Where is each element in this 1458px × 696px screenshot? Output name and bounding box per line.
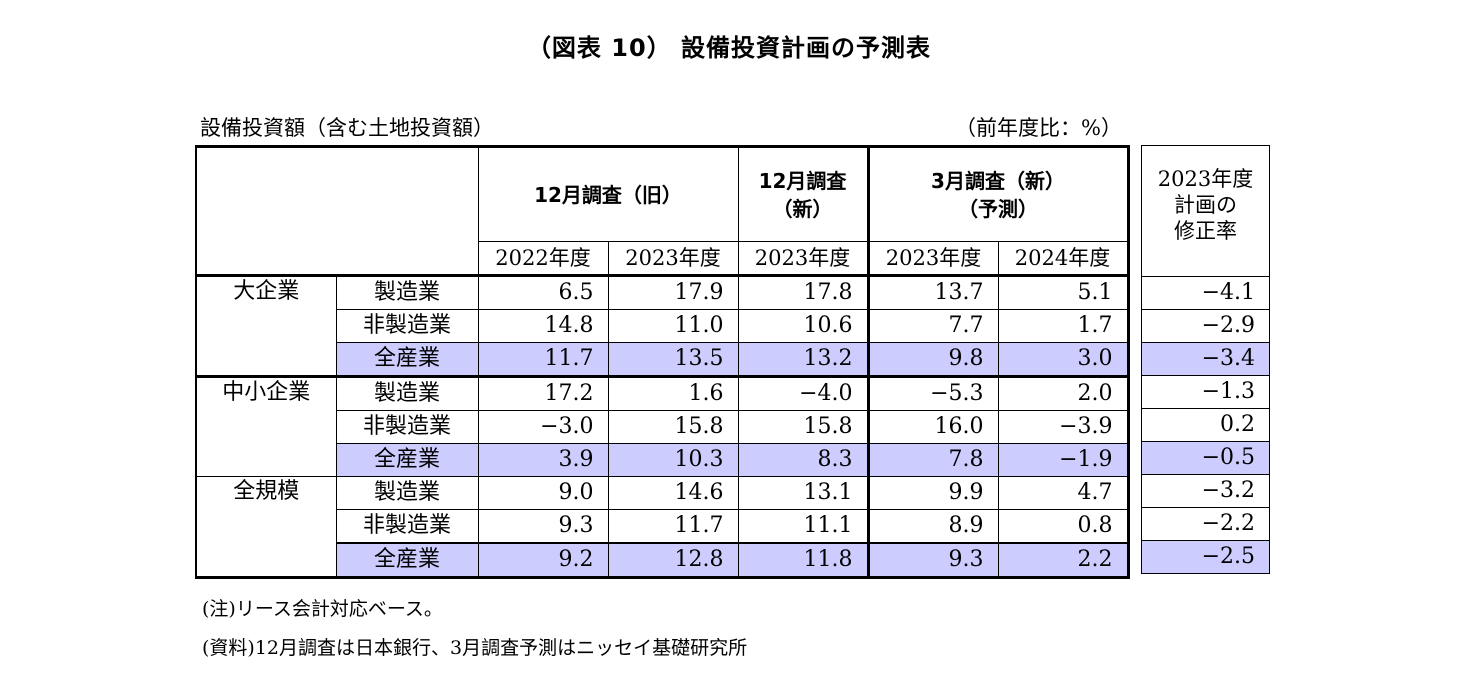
- value-cell: 9.3: [477, 509, 609, 544]
- value-cell: −1.9: [997, 443, 1130, 477]
- value-cell: 6.5: [477, 275, 609, 310]
- year-header: 2022年度: [477, 241, 609, 277]
- sector-label: 非製造業: [335, 509, 479, 544]
- value-cell: 8.3: [737, 443, 869, 477]
- value-cell: −4.0: [737, 376, 869, 411]
- year-header: 2023年度: [737, 241, 869, 277]
- revision-cell: −0.5: [1141, 441, 1270, 475]
- value-cell: 9.8: [866, 342, 999, 378]
- revision-cell: −4.1: [1141, 276, 1270, 310]
- sector-label: 非製造業: [335, 410, 479, 444]
- value-cell: 13.7: [866, 275, 999, 310]
- footnote-source: (資料)12月調査は日本銀行、3月調査予測はニッセイ基礎研究所: [202, 637, 748, 659]
- sector-label: 製造業: [335, 275, 479, 310]
- sector-label: 非製造業: [335, 309, 479, 343]
- category-label: 大企業: [195, 275, 337, 378]
- table-row: 中小企業 製造業 17.2 1.6 −4.0 −5.3 2.0: [195, 376, 1130, 477]
- chart-title: （図表 10） 設備投資計画の予測表: [526, 34, 932, 62]
- value-cell: 5.1: [997, 275, 1130, 310]
- value-cell: −5.3: [866, 376, 999, 411]
- value-cell: 3.9: [477, 443, 609, 477]
- value-cell: 9.0: [477, 476, 609, 510]
- value-cell: 13.5: [607, 342, 739, 378]
- value-cell: 13.2: [737, 342, 869, 378]
- value-cell: 2.0: [997, 376, 1130, 411]
- header-dec-new: 12月調査 （新）: [737, 145, 869, 242]
- value-cell: 15.8: [607, 410, 739, 444]
- value-cell: 14.8: [477, 309, 609, 343]
- revision-rate-table: 2023年度 計画の 修正率 −4.1 −2.9 −3.4 −1.3 0.2 −…: [1141, 145, 1270, 574]
- value-cell: 11.7: [607, 509, 739, 544]
- value-cell: 11.7: [477, 342, 609, 378]
- year-header: 2023年度: [866, 241, 999, 277]
- value-cell: 1.7: [997, 309, 1130, 343]
- table-row: 大企業 製造業 6.5 17.9 17.8 13.7 5.1: [195, 275, 1130, 378]
- revision-header: 2023年度 計画の 修正率: [1141, 145, 1270, 277]
- table-row: 全規模 製造業 9.0 14.6 13.1 9.9 4.7: [195, 476, 1130, 579]
- header-mar-forecast: 3月調査（新） （予測）: [866, 145, 1130, 242]
- sector-label: 製造業: [335, 476, 479, 510]
- revision-cell: −2.5: [1141, 540, 1270, 574]
- value-cell: 10.6: [737, 309, 869, 343]
- revision-cell: 0.2: [1141, 408, 1270, 442]
- value-cell: 9.2: [477, 542, 609, 579]
- table-row-highlight: 全産業 9.2 12.8 11.8 9.3 2.2: [196, 542, 1130, 579]
- value-cell: 17.9: [607, 275, 739, 310]
- value-cell: 11.1: [737, 509, 869, 544]
- revision-cell: −3.2: [1141, 474, 1270, 508]
- footnote-note: (注)リース会計対応ベース。: [202, 598, 443, 620]
- value-cell: 9.9: [866, 476, 999, 510]
- value-cell: 2.2: [997, 542, 1130, 579]
- value-cell: 0.8: [997, 509, 1130, 544]
- header-dec-old: 12月調査（旧）: [477, 145, 739, 242]
- category-label: 全規模: [195, 476, 337, 579]
- table-subtitle: 設備投資額（含む土地投資額）: [200, 116, 494, 140]
- value-cell: 14.6: [607, 476, 739, 510]
- value-cell: 17.2: [477, 376, 609, 411]
- value-cell: 12.8: [607, 542, 739, 579]
- value-cell: 4.7: [997, 476, 1130, 510]
- table-row-highlight: 全産業 3.9 10.3 8.3 7.8 −1.9: [196, 443, 1130, 477]
- sector-label: 全産業: [335, 542, 479, 579]
- table-row-highlight: 全産業 11.7 13.5 13.2 9.8 3.0: [196, 342, 1130, 378]
- value-cell: 1.6: [607, 376, 739, 411]
- value-cell: 15.8: [737, 410, 869, 444]
- value-cell: 11.8: [737, 542, 869, 579]
- value-cell: −3.9: [997, 410, 1130, 444]
- sector-label: 全産業: [335, 342, 479, 378]
- value-cell: 11.0: [607, 309, 739, 343]
- table-row: 非製造業 −3.0 15.8 15.8 16.0 −3.9: [196, 410, 1130, 444]
- table-row: 非製造業 14.8 11.0 10.6 7.7 1.7: [196, 309, 1130, 343]
- value-cell: 8.9: [866, 509, 999, 544]
- forecast-table: 12月調査（旧） 12月調査 （新） 3月調査（新） （予測） 2022年度 2…: [195, 145, 1130, 579]
- value-cell: 3.0: [997, 342, 1130, 378]
- value-cell: 13.1: [737, 476, 869, 510]
- revision-cell: −3.4: [1141, 342, 1270, 376]
- value-cell: 7.7: [866, 309, 999, 343]
- unit-label: （前年度比：%）: [955, 116, 1122, 140]
- corner-cell: [195, 145, 479, 277]
- value-cell: 16.0: [866, 410, 999, 444]
- value-cell: −3.0: [477, 410, 609, 444]
- value-cell: 10.3: [607, 443, 739, 477]
- year-header: 2023年度: [607, 241, 739, 277]
- table-row: 非製造業 9.3 11.7 11.1 8.9 0.8: [196, 509, 1130, 544]
- revision-cell: −2.9: [1141, 309, 1270, 343]
- sector-label: 全産業: [335, 443, 479, 477]
- value-cell: 9.3: [866, 542, 999, 579]
- year-header: 2024年度: [997, 241, 1130, 277]
- value-cell: 7.8: [866, 443, 999, 477]
- category-label: 中小企業: [195, 376, 337, 477]
- value-cell: 17.8: [737, 275, 869, 310]
- sector-label: 製造業: [335, 376, 479, 411]
- revision-cell: −1.3: [1141, 375, 1270, 409]
- revision-cell: −2.2: [1141, 507, 1270, 541]
